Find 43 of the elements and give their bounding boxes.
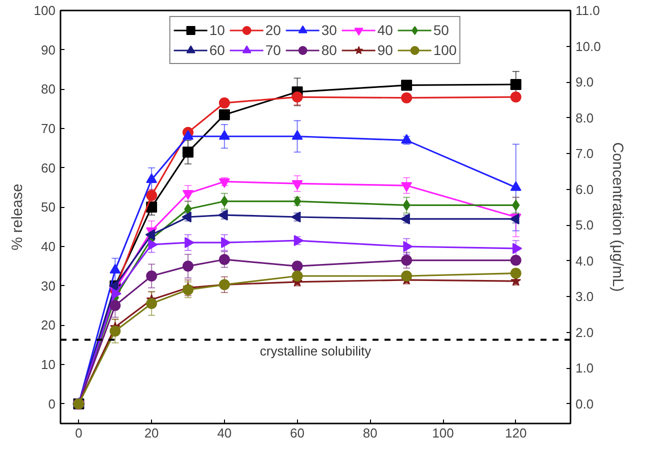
x-tick-label: 80	[362, 426, 378, 440]
legend-label: 80	[321, 42, 338, 58]
y2-tick-label: 0.0	[576, 396, 594, 412]
y-tick-label: 100	[34, 3, 56, 18]
x-tick-label: 120	[505, 426, 527, 440]
y2-tick-label: 8.0	[576, 110, 594, 126]
legend-label: 70	[265, 42, 282, 58]
y-tick-label: 0	[48, 396, 56, 412]
legend-label: 100	[433, 42, 457, 58]
y-tick-label: 10	[41, 357, 56, 372]
y2-tick-label: 2.0	[576, 324, 594, 340]
x-tick-label: 20	[144, 426, 159, 440]
x-tick-label: 0	[75, 426, 82, 440]
legend-label: 50	[433, 22, 450, 38]
y2-tick-label: 6.0	[576, 182, 594, 197]
y2-tick-label: 11.0	[576, 3, 600, 18]
legend-label: 20	[265, 22, 282, 38]
y-tick-label: 80	[41, 82, 56, 97]
y2-axis-title: Concentration (μg/mL)	[608, 142, 626, 292]
y2-tick-label: 9.0	[576, 74, 594, 90]
y-tick-label: 40	[41, 239, 56, 254]
x-tick-label: 100	[432, 426, 454, 440]
y-tick-label: 30	[41, 278, 56, 294]
y2-tick-label: 5.0	[576, 218, 594, 233]
y2-tick-label: 7.0	[576, 146, 594, 162]
ref-line-label: crystalline solubility	[260, 344, 372, 359]
y-tick-label: 20	[41, 318, 56, 333]
legend-label: 90	[377, 42, 394, 58]
y-tick-label: 90	[41, 42, 56, 58]
legend-label: 10	[209, 22, 226, 38]
legend-label: 30	[321, 22, 338, 38]
x-tick-label: 60	[290, 426, 305, 440]
y2-tick-label: 10.0	[576, 38, 601, 54]
y2-tick-label: 1.0	[576, 360, 594, 376]
y2-tick-label: 3.0	[576, 289, 594, 304]
y2-tick-label: 4.0	[576, 253, 594, 268]
y-tick-label: 60	[41, 160, 56, 176]
legend-label: 40	[377, 22, 394, 38]
legend-label: 60	[209, 42, 226, 58]
y-tick-label: 70	[41, 121, 56, 136]
y-tick-label: 50	[41, 200, 56, 215]
y-axis-title: % release	[8, 184, 26, 250]
x-tick-label: 40	[217, 426, 232, 440]
